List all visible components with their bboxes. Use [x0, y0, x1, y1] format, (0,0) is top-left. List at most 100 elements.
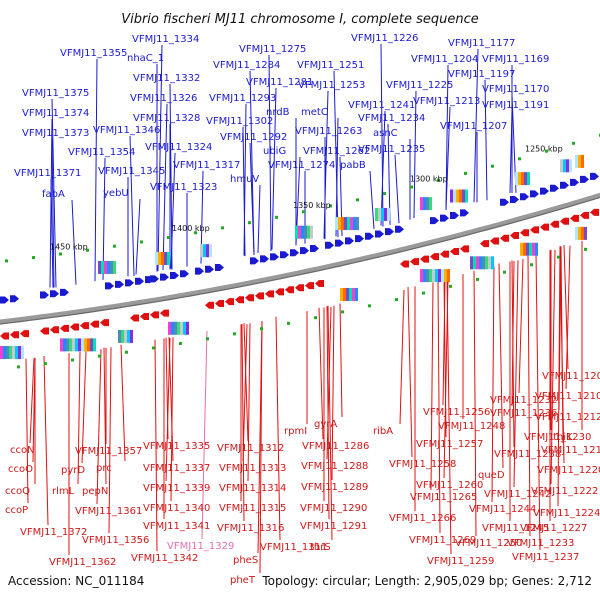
reverse-gene-arrow: [440, 250, 449, 258]
forward-gene-label: VFMJ11_1274: [268, 160, 335, 171]
reverse-gene-label: VFMJ11_1250: [455, 538, 522, 549]
forward-gene-label: VFMJ11_1169: [482, 54, 549, 65]
forward-feature-box: [167, 251, 170, 265]
reverse-label-leader: [407, 287, 413, 458]
forward-feature-box: [560, 159, 563, 173]
reverse-feature-box: [491, 256, 494, 270]
backbone-line: [0, 192, 600, 325]
gc-tick-mark: [248, 221, 251, 225]
forward-gene-arrow: [560, 181, 569, 189]
reverse-gene-label: VFMJ11_1258: [389, 459, 456, 470]
forward-label-leader: [129, 135, 135, 277]
forward-label-leader: [71, 199, 77, 285]
forward-feature-box: [581, 154, 584, 168]
forward-gene-label: VFMJ11_1375: [22, 88, 89, 99]
forward-gene-arrow: [125, 279, 134, 287]
reverse-feature-box: [90, 338, 93, 352]
gc-tick-mark: [44, 362, 47, 366]
forward-gene-label: VFMJ11_1371: [14, 168, 81, 179]
forward-feature-box: [347, 217, 350, 231]
forward-gene-label: VFMJ11_1281: [246, 77, 313, 88]
reverse-gene-label: VFMJ11_1212: [535, 412, 600, 423]
forward-gene-arrow: [385, 228, 394, 236]
reverse-gene-label: pyrD: [61, 465, 85, 476]
reverse-feature-box: [441, 269, 444, 283]
forward-feature-box: [423, 197, 426, 211]
gc-tick-mark: [395, 298, 398, 302]
forward-gene-label: VFMJ11_1324: [145, 142, 212, 153]
forward-gene-arrow: [270, 253, 279, 261]
forward-gene-label: VFMJ11_1326: [130, 93, 197, 104]
reverse-label-leader: [81, 351, 87, 464]
reverse-gene-arrow: [500, 234, 509, 242]
reverse-feature-box: [168, 321, 171, 335]
forward-gene-label: VFMJ11_1226: [351, 33, 418, 44]
forward-feature-box: [462, 189, 465, 203]
forward-feature-box: [209, 244, 212, 258]
reverse-feature-box: [63, 338, 66, 352]
reverse-gene-label: ccoO: [8, 464, 33, 475]
forward-gene-arrow: [355, 235, 364, 243]
forward-label-leader: [413, 90, 417, 219]
reverse-gene-label: gyrA: [314, 419, 337, 430]
reverse-gene-label: VFMJ11_1291: [300, 521, 367, 532]
forward-gene-label: yebU: [103, 188, 129, 199]
reverse-feature-box: [520, 242, 523, 256]
reverse-gene-label: VFMJ11_1242: [484, 489, 551, 500]
forward-label-leader: [445, 106, 451, 210]
reverse-feature-box: [584, 226, 587, 240]
gc-tick-mark: [464, 171, 467, 175]
reverse-label-leader: [535, 253, 541, 551]
forward-label-leader: [51, 98, 57, 288]
kbp-tick-label: 1250 kbp: [525, 144, 563, 153]
reverse-feature-box: [352, 287, 355, 301]
reverse-gene-arrow: [255, 292, 264, 300]
forward-feature-box: [341, 217, 344, 231]
forward-label-leader: [94, 58, 98, 282]
reverse-gene-label: ribA: [373, 426, 393, 437]
reverse-feature-box: [127, 329, 130, 343]
reverse-label-leader: [527, 255, 531, 537]
forward-gene-label: VFMJ11_1253: [298, 80, 365, 91]
kbp-tick-label: 1300 kbp: [410, 175, 448, 184]
reverse-label-leader: [243, 323, 249, 442]
gc-tick-mark: [518, 157, 521, 161]
forward-gene-label: VFMJ11_1317: [173, 160, 240, 171]
forward-feature-box: [113, 260, 116, 274]
reverse-gene-label: VFMJ11_1257: [416, 439, 483, 450]
forward-gene-label: VFMJ11_1332: [133, 73, 200, 84]
gc-tick-mark: [233, 332, 236, 336]
reverse-gene-label: VFMJ11_1218: [541, 445, 600, 456]
gc-tick-mark: [449, 284, 452, 288]
reverse-label-leader: [565, 245, 571, 390]
forward-gene-arrow: [335, 239, 344, 247]
reverse-gene-arrow: [225, 298, 234, 306]
gc-tick-mark: [383, 192, 386, 196]
reverse-gene-label: VFMJ11_1289: [301, 482, 368, 493]
reverse-label-leader: [399, 289, 405, 425]
reverse-feature-box: [479, 256, 482, 270]
reverse-gene-arrow: [70, 323, 79, 331]
forward-feature-box: [465, 189, 468, 203]
reverse-feature-box: [355, 287, 358, 301]
forward-feature-box: [524, 172, 527, 186]
reverse-label-leader: [154, 339, 158, 552]
forward-feature-box: [301, 225, 304, 239]
forward-gene-label: asnC: [373, 128, 398, 139]
reverse-label-leader: [29, 358, 35, 444]
forward-label-leader: [170, 152, 176, 269]
gc-tick-mark: [167, 235, 170, 239]
forward-gene-arrow: [135, 277, 144, 285]
forward-gene-arrow: [40, 291, 49, 299]
forward-gene-label: VFMJ11_1251: [297, 60, 364, 71]
reverse-feature-box: [78, 338, 81, 352]
forward-feature-box: [310, 225, 313, 239]
reverse-label-leader: [559, 246, 565, 464]
reverse-gene-label: rpmI: [284, 426, 307, 437]
reverse-label-leader: [43, 355, 49, 526]
forward-gene-arrow: [365, 232, 374, 240]
forward-gene-arrow: [440, 214, 449, 222]
gc-tick-mark: [86, 248, 89, 252]
gc-tick-mark: [260, 327, 263, 331]
reverse-label-leader: [96, 349, 102, 505]
